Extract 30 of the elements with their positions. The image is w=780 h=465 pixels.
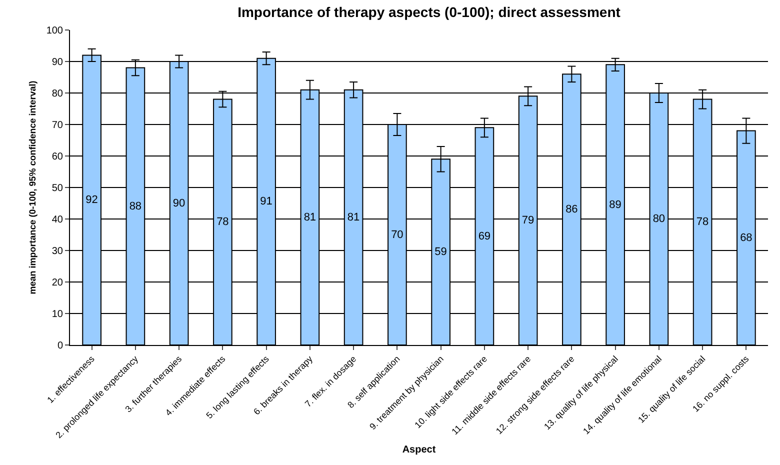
data-label: 68 [740,232,752,244]
data-label: 69 [478,230,491,242]
data-label: 81 [347,211,360,224]
y-tick-label: 40 [52,214,64,226]
data-label: 80 [652,213,666,225]
y-tick-label: 0 [57,340,64,352]
chart-title: Importance of therapy aspects (0-100); direct assessment [238,4,621,20]
y-tick-label: 80 [52,88,64,100]
data-label: 59 [434,246,447,258]
y-tick-label: 100 [46,26,64,36]
y-axis-title: mean importance (0-100, 95% confidence interval) [28,80,38,294]
data-label: 70 [391,228,404,241]
y-tick-label: 30 [52,246,64,257]
y-tick-label: 70 [52,120,64,131]
data-label: 89 [609,198,622,211]
data-label: 90 [172,197,186,210]
data-label: 79 [522,214,534,227]
data-label: 91 [260,196,272,208]
y-tick-label: 10 [52,309,64,320]
x-axis-title: Aspect [402,444,436,456]
data-label: 78 [696,216,709,228]
y-tick-label: 50 [52,183,64,194]
data-label: 92 [86,194,98,206]
data-label: 88 [129,200,142,212]
y-tick-label: 60 [52,152,64,162]
y-tick-label: 20 [52,278,64,288]
data-label: 78 [216,216,229,228]
y-tick-label: 90 [52,57,64,68]
data-label: 86 [566,204,578,216]
data-label: 81 [304,211,316,224]
